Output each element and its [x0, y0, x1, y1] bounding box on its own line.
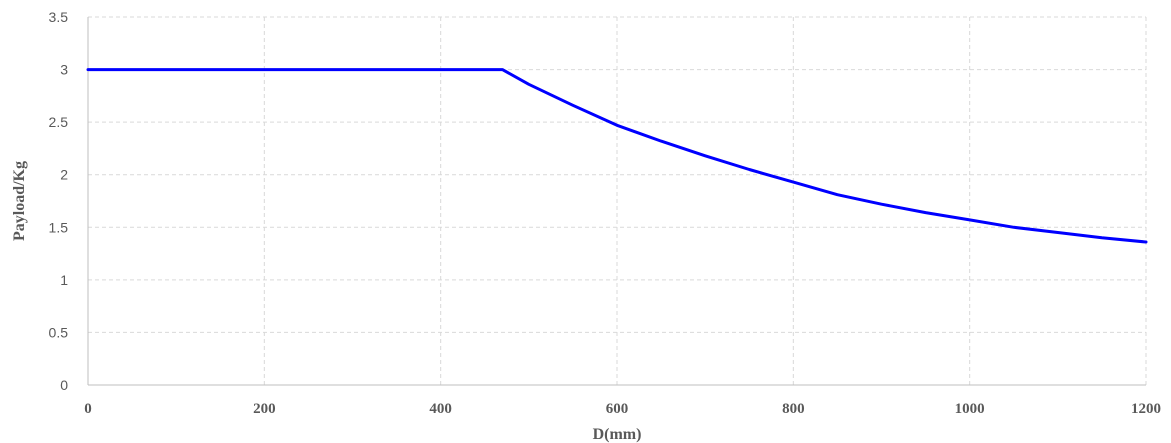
- x-tick-label: 200: [253, 401, 276, 417]
- y-tick-label: 3.5: [49, 9, 69, 25]
- y-tick-label: 2: [60, 167, 68, 183]
- x-tick-label: 800: [782, 401, 805, 417]
- x-tick-label: 1000: [955, 401, 985, 417]
- tick-labels: 0 0.5 1 1.5 2 2.5 3 3.5 0 200 400 600 800 1000 1200: [49, 9, 1161, 417]
- x-axis-title: D(mm): [593, 426, 642, 443]
- y-tick-label: 1: [60, 272, 68, 288]
- y-axis-title: Payload/Kg: [11, 161, 28, 241]
- y-tick-label: 0.5: [49, 324, 69, 340]
- x-tick-label: 1200: [1131, 401, 1161, 417]
- grid: [88, 16, 1147, 385]
- y-tick-label: 1.5: [49, 219, 69, 235]
- x-tick-label: 0: [84, 401, 92, 417]
- axes: [87, 17, 1146, 386]
- series-layer: [86, 68, 1148, 244]
- x-tick-label: 600: [606, 401, 629, 417]
- series-line: [86, 68, 1148, 244]
- x-tick-label: 400: [429, 401, 452, 417]
- y-tick-label: 3: [60, 62, 68, 78]
- y-tick-label: 2.5: [49, 114, 69, 130]
- y-tick-label: 0: [60, 377, 68, 393]
